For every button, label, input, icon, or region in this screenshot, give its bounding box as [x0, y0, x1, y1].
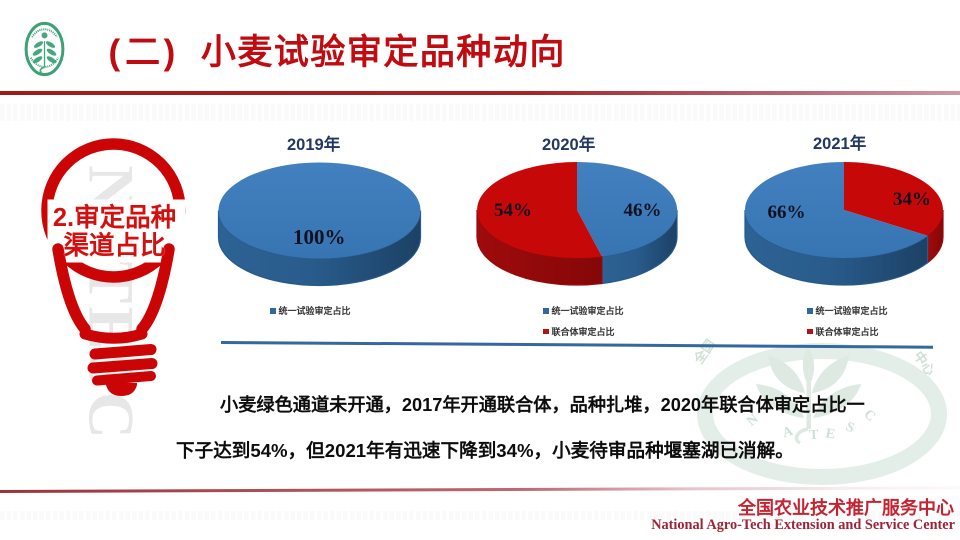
svg-text:全国: 全国 [690, 337, 718, 368]
svg-text:T: T [809, 428, 820, 444]
svg-text:S: S [843, 419, 857, 436]
svg-text:E: E [824, 426, 836, 442]
